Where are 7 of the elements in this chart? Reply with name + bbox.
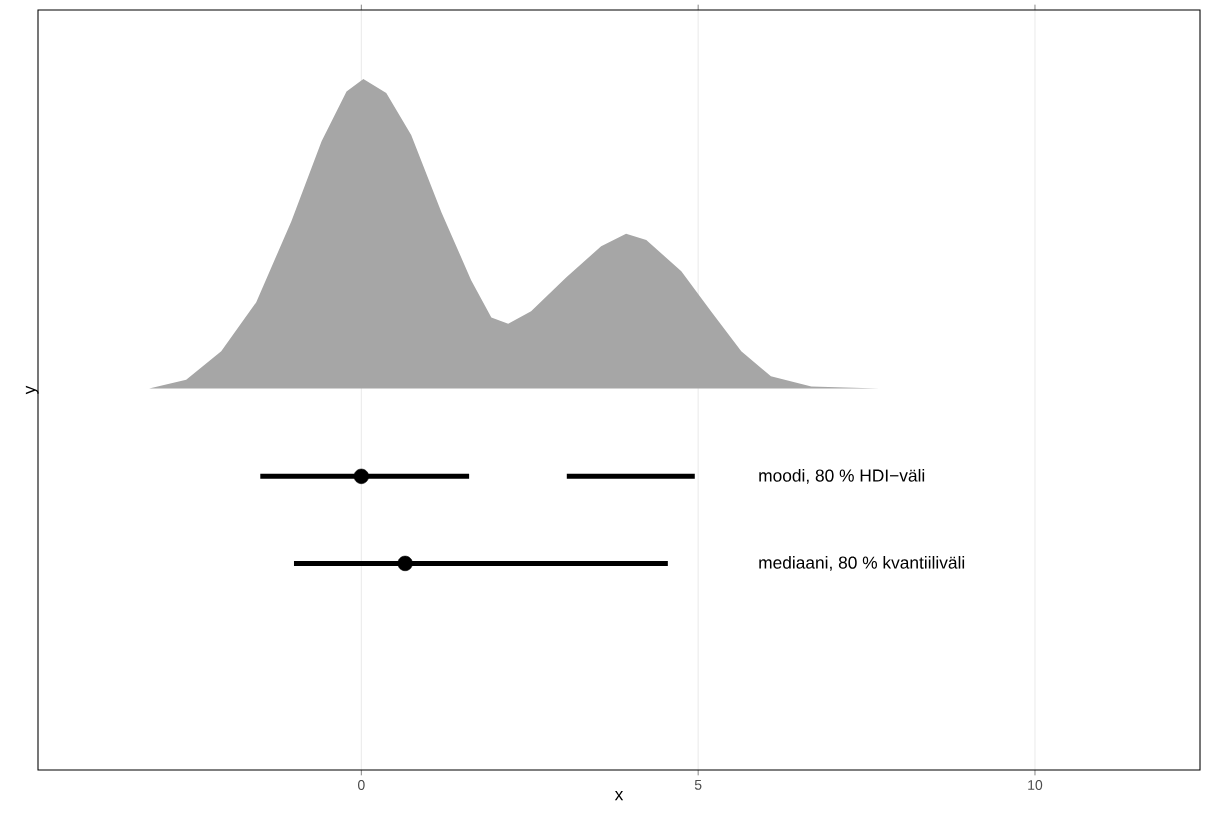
- y-axis-title: y: [25, 385, 39, 395]
- x-axis-title: x: [614, 791, 624, 801]
- text: mediaani, 80 % kvantiiliväli: [759, 556, 965, 571]
- x-tick-label: 10: [1028, 780, 1043, 790]
- text: moodi, 80 % HDI−väli: [759, 468, 925, 484]
- x-tick-label: 5: [694, 780, 702, 790]
- x-tick-label: 0: [357, 780, 365, 790]
